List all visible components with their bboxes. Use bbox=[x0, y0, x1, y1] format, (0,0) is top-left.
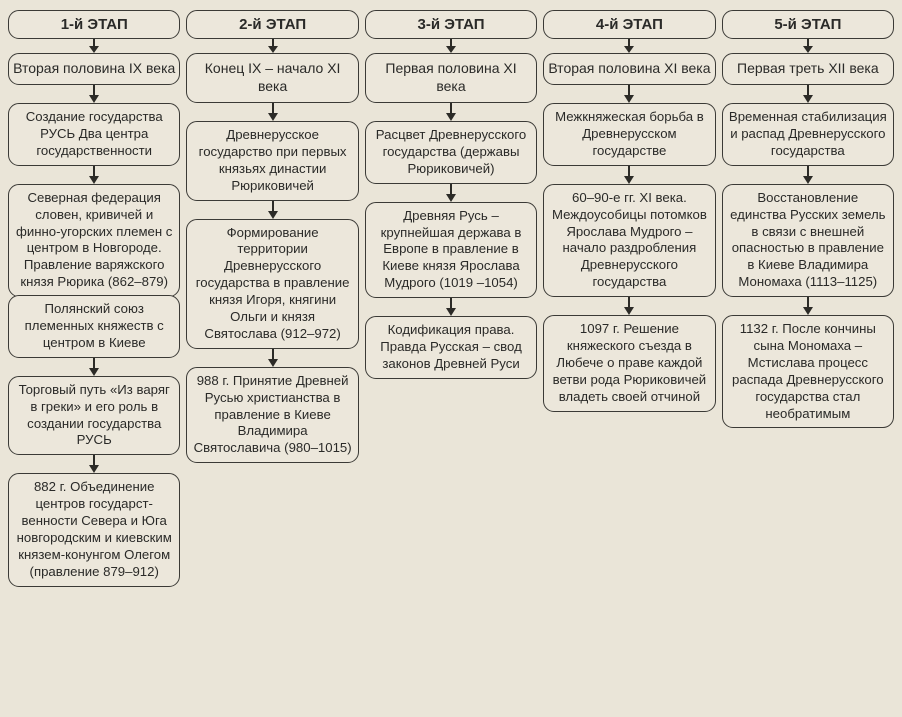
stage-box: Расцвет Древнерусского государства (держ… bbox=[365, 121, 537, 184]
stage-period: Первая треть XII века bbox=[722, 53, 894, 85]
arrow-down-icon bbox=[365, 39, 537, 53]
stage-header: 2-й ЭТАП bbox=[186, 10, 358, 39]
arrow-down-icon bbox=[8, 358, 180, 376]
stage-column-5: 5-й ЭТАП Первая треть XII века Временная… bbox=[722, 10, 894, 587]
arrow-down-icon bbox=[186, 103, 358, 121]
stage-column-4: 4-й ЭТАП Вторая половина XI века Межкняж… bbox=[543, 10, 715, 587]
arrow-down-icon bbox=[365, 184, 537, 202]
stage-column-1: 1-й ЭТАП Вторая половина IX века Создани… bbox=[8, 10, 180, 587]
arrow-down-icon bbox=[8, 455, 180, 473]
stage-box: 60–90-е гг. XI века. Междоусобицы потомк… bbox=[543, 184, 715, 297]
arrow-down-icon bbox=[543, 85, 715, 103]
stage-box: Формирование территории Древнерусского г… bbox=[186, 219, 358, 349]
stage-box: Кодификация права. Правда Русская – свод… bbox=[365, 316, 537, 379]
stage-column-2: 2-й ЭТАП Конец IX – начало XI века Древн… bbox=[186, 10, 358, 587]
arrow-down-icon bbox=[543, 166, 715, 184]
stage-header: 3-й ЭТАП bbox=[365, 10, 537, 39]
arrow-down-icon bbox=[722, 297, 894, 315]
arrow-down-icon bbox=[543, 297, 715, 315]
stage-box: Межкняжеская борьба в Древнерусском госу… bbox=[543, 103, 715, 166]
stage-box: Древняя Русь – крупнейшая держава в Евро… bbox=[365, 202, 537, 298]
stage-box: Торговый путь «Из варяг в греки» и его р… bbox=[8, 376, 180, 456]
arrow-down-icon bbox=[722, 166, 894, 184]
stage-header: 4-й ЭТАП bbox=[543, 10, 715, 39]
stage-header: 5-й ЭТАП bbox=[722, 10, 894, 39]
stage-header: 1-й ЭТАП bbox=[8, 10, 180, 39]
stage-column-3: 3-й ЭТАП Первая половина XI века Расцвет… bbox=[365, 10, 537, 587]
arrow-down-icon bbox=[722, 39, 894, 53]
stage-box: Восстановление единства Русских земель в… bbox=[722, 184, 894, 297]
stage-box: 1132 г. После кончины сына Мономаха – Мс… bbox=[722, 315, 894, 428]
stage-box: 882 г. Объединение центров государст­вен… bbox=[8, 473, 180, 586]
arrow-down-icon bbox=[8, 39, 180, 53]
diagram-grid: 1-й ЭТАП Вторая половина IX века Создани… bbox=[8, 10, 894, 587]
stage-box: Полянский союз племенных княжеств с цент… bbox=[8, 295, 180, 358]
stage-box: Древнерусское государство при первых кня… bbox=[186, 121, 358, 201]
arrow-down-icon bbox=[186, 349, 358, 367]
arrow-down-icon bbox=[8, 166, 180, 184]
stage-box: Временная стабилизация и распад Древнеру… bbox=[722, 103, 894, 166]
arrow-down-icon bbox=[186, 39, 358, 53]
arrow-down-icon bbox=[8, 85, 180, 103]
stage-box-group: Северная федерация словен, кривичей и фи… bbox=[8, 184, 180, 358]
arrow-down-icon bbox=[365, 103, 537, 121]
arrow-down-icon bbox=[365, 298, 537, 316]
arrow-down-icon bbox=[186, 201, 358, 219]
stage-period: Первая половина XI века bbox=[365, 53, 537, 103]
arrow-down-icon bbox=[543, 39, 715, 53]
stage-box: 1097 г. Решение княжеского съезда в Любе… bbox=[543, 315, 715, 411]
stage-period: Вторая половина IX века bbox=[8, 53, 180, 85]
stage-box: 988 г. Принятие Древней Русью христианст… bbox=[186, 367, 358, 463]
stage-period: Конец IX – начало XI века bbox=[186, 53, 358, 103]
stage-box: Северная федерация словен, кривичей и фи… bbox=[8, 184, 180, 297]
stage-box: Создание государства РУСЬ Два центра гос… bbox=[8, 103, 180, 166]
stage-period: Вторая половина XI века bbox=[543, 53, 715, 85]
arrow-down-icon bbox=[722, 85, 894, 103]
